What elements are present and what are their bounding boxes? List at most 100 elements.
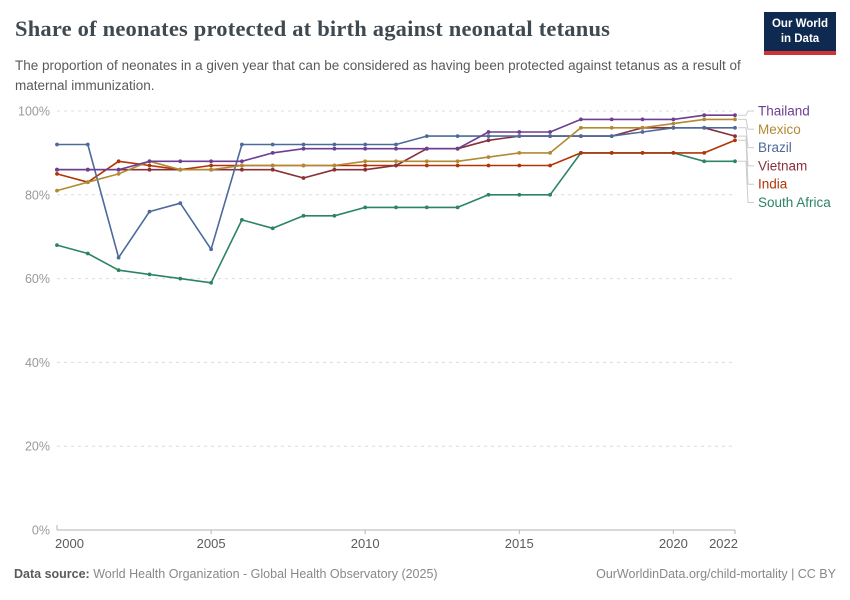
point-south-africa-2022[interactable] [733,159,737,164]
point-mexico-2013[interactable] [455,159,460,164]
point-mexico-2010[interactable] [363,159,368,164]
point-mexico-2020[interactable] [671,121,676,126]
point-thailand-2019[interactable] [640,117,645,122]
point-mexico-2015[interactable] [517,151,522,155]
point-thailand-2008[interactable] [301,146,306,151]
point-mexico-2011[interactable] [394,159,398,164]
point-mexico-2009[interactable] [332,163,337,168]
legend-label-mexico[interactable]: Mexico [758,122,801,137]
owid-logo[interactable]: Our World in Data [764,12,836,55]
point-mexico-2008[interactable] [301,163,306,168]
point-mexico-2001[interactable] [85,180,90,185]
series-brazil[interactable] [55,125,737,260]
point-thailand-2012[interactable] [424,146,429,151]
point-brazil-2021[interactable] [702,125,707,130]
point-brazil-2016[interactable] [548,134,552,139]
legend-label-brazil[interactable]: Brazil [758,140,792,155]
point-mexico-2022[interactable] [733,117,737,122]
point-mexico-2019[interactable] [640,125,645,130]
point-thailand-2016[interactable] [548,130,552,134]
point-brazil-2009[interactable] [332,142,337,147]
point-mexico-2005[interactable] [209,167,214,172]
point-south-africa-2012[interactable] [424,205,429,210]
point-india-2021[interactable] [702,151,707,155]
point-brazil-2017[interactable] [579,134,583,139]
point-india-2020[interactable] [671,151,676,155]
point-mexico-2002[interactable] [116,172,121,176]
point-thailand-2006[interactable] [240,159,244,164]
point-thailand-2001[interactable] [85,167,90,172]
point-south-africa-2016[interactable] [548,192,552,197]
point-thailand-2021[interactable] [702,113,707,118]
point-thailand-2005[interactable] [209,159,214,164]
point-south-africa-2014[interactable] [486,192,491,197]
point-india-2014[interactable] [486,163,491,168]
point-vietnam-2022[interactable] [733,134,737,139]
point-brazil-2000[interactable] [55,142,59,147]
series-thailand[interactable] [55,113,737,172]
point-india-2002[interactable] [116,159,121,164]
point-vietnam-2014[interactable] [486,138,491,143]
point-brazil-2018[interactable] [609,134,614,139]
point-mexico-2018[interactable] [609,125,614,130]
point-india-2022[interactable] [733,138,737,143]
point-india-2003[interactable] [147,163,152,168]
point-thailand-2007[interactable] [270,151,275,155]
point-thailand-2000[interactable] [55,167,59,172]
point-brazil-2022[interactable] [733,125,737,130]
point-south-africa-2006[interactable] [240,218,244,222]
point-thailand-2015[interactable] [517,130,522,134]
point-brazil-2001[interactable] [85,142,90,147]
point-thailand-2003[interactable] [147,159,152,164]
point-south-africa-2007[interactable] [270,226,275,231]
point-india-2019[interactable] [640,151,645,155]
point-thailand-2017[interactable] [579,117,583,122]
license-link[interactable]: OurWorldinData.org/child-mortality | CC … [596,567,836,581]
point-vietnam-2007[interactable] [270,167,275,172]
series-south-africa[interactable] [55,151,737,285]
point-vietnam-2003[interactable] [147,167,152,172]
point-south-africa-2008[interactable] [301,213,306,218]
point-south-africa-2000[interactable] [55,243,59,248]
point-brazil-2013[interactable] [455,134,460,139]
legend-label-thailand[interactable]: Thailand [758,104,810,119]
point-south-africa-2021[interactable] [702,159,707,164]
point-mexico-2016[interactable] [548,151,552,155]
point-south-africa-2004[interactable] [178,276,183,281]
point-brazil-2014[interactable] [486,134,491,139]
point-brazil-2015[interactable] [517,134,522,139]
point-india-2017[interactable] [579,151,583,155]
point-vietnam-2011[interactable] [394,163,398,168]
point-brazil-2020[interactable] [671,125,676,130]
point-mexico-2017[interactable] [579,125,583,130]
point-brazil-2003[interactable] [147,209,152,214]
point-india-2000[interactable] [55,172,59,176]
point-mexico-2012[interactable] [424,159,429,164]
point-vietnam-2008[interactable] [301,176,306,180]
point-brazil-2004[interactable] [178,201,183,206]
point-south-africa-2010[interactable] [363,205,368,210]
point-mexico-2021[interactable] [702,117,707,122]
point-thailand-2010[interactable] [363,146,368,151]
point-thailand-2013[interactable] [455,146,460,151]
point-south-africa-2001[interactable] [85,251,90,256]
point-south-africa-2011[interactable] [394,205,398,210]
point-brazil-2006[interactable] [240,142,244,147]
point-south-africa-2009[interactable] [332,213,337,218]
line-south-africa[interactable] [56,152,735,284]
point-thailand-2009[interactable] [332,146,337,151]
point-thailand-2004[interactable] [178,159,183,164]
point-brazil-2012[interactable] [424,134,429,139]
point-brazil-2011[interactable] [394,142,398,147]
point-thailand-2018[interactable] [609,117,614,122]
point-india-2018[interactable] [609,151,614,155]
point-india-2005[interactable] [209,163,214,168]
point-thailand-2022[interactable] [733,113,737,118]
point-south-africa-2002[interactable] [116,268,121,273]
legend-label-india[interactable]: India [758,177,788,192]
point-brazil-2007[interactable] [270,142,275,147]
point-brazil-2008[interactable] [301,142,306,147]
point-mexico-2006[interactable] [240,163,244,168]
point-india-2015[interactable] [517,163,522,168]
